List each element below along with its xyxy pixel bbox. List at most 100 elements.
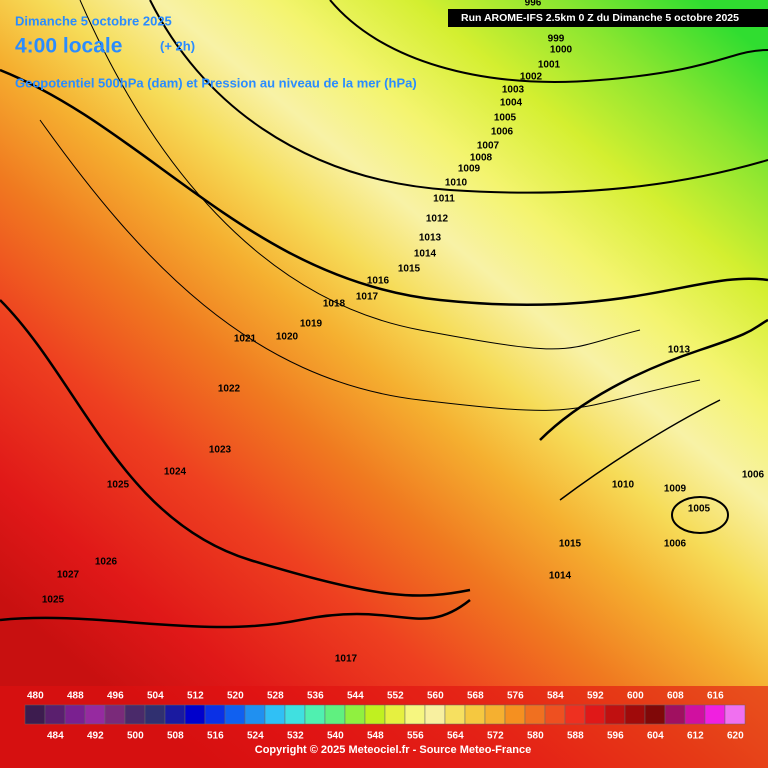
copyright: Copyright © 2025 Meteociel.fr - Source M…	[255, 744, 531, 756]
isobar-label: 1015	[398, 264, 421, 275]
scale-swatch	[684, 704, 706, 725]
scale-swatch	[504, 704, 526, 725]
isobar-label: 1017	[335, 654, 358, 665]
isobar-label: 1009	[458, 164, 481, 175]
scale-swatch	[224, 704, 246, 725]
scale-label: 576	[507, 691, 524, 702]
scale-label: 492	[87, 731, 104, 742]
scale-label: 580	[527, 731, 544, 742]
isobar-label: 996	[525, 0, 542, 9]
scale-label: 608	[667, 691, 684, 702]
isobar-label: 1019	[300, 319, 323, 330]
scale-swatch	[144, 704, 166, 725]
date: Dimanche 5 octobre 2025	[15, 13, 172, 28]
isobar-label: 1005	[494, 113, 517, 124]
scale-swatch	[464, 704, 486, 725]
offset: (+ 2h)	[160, 38, 195, 53]
scale-swatch	[124, 704, 146, 725]
scale-swatch	[244, 704, 266, 725]
scale-label: 504	[147, 691, 164, 702]
scale-label: 556	[407, 731, 424, 742]
scale-label: 500	[127, 731, 144, 742]
scale-swatch	[444, 704, 466, 725]
scale-label: 604	[647, 731, 664, 742]
isobar-label: 1023	[209, 445, 232, 456]
isobar-label: 1024	[164, 467, 187, 478]
isobar-label: 1014	[549, 571, 572, 582]
scale-label: 572	[487, 731, 504, 742]
scale-label: 536	[307, 691, 324, 702]
isobar-label: 1015	[559, 539, 582, 550]
scale-label: 540	[327, 731, 344, 742]
isobar-label: 1018	[323, 299, 346, 310]
scale-label: 480	[27, 691, 44, 702]
scale-label: 588	[567, 731, 584, 742]
isobar-label: 1021	[234, 334, 257, 345]
scale-label: 520	[227, 691, 244, 702]
scale-label: 532	[287, 731, 304, 742]
isobar-label: 1003	[502, 85, 525, 96]
isobar-label: 1017	[356, 292, 379, 303]
scale-label: 516	[207, 731, 224, 742]
isobar-label: 1013	[419, 233, 442, 244]
isobar-label: 1025	[107, 480, 130, 491]
scale-swatch	[104, 704, 126, 725]
scale-swatch	[384, 704, 406, 725]
subtitle: Geopotentiel 500hPa (dam) et Pression au…	[15, 75, 417, 90]
scale-label: 488	[67, 691, 84, 702]
scale-label: 568	[467, 691, 484, 702]
scale-swatch	[564, 704, 586, 725]
scale-label: 528	[267, 691, 284, 702]
scale-swatch	[304, 704, 326, 725]
scale-swatch	[84, 704, 106, 725]
isobar-label: 999	[548, 34, 565, 45]
isobar-label: 1010	[445, 178, 468, 189]
scale-swatch	[584, 704, 606, 725]
scale-swatch	[64, 704, 86, 725]
scale-swatch	[324, 704, 346, 725]
scale-label: 496	[107, 691, 124, 702]
scale-swatch	[524, 704, 546, 725]
isobar-label: 1020	[276, 332, 299, 343]
isobar-label: 1002	[520, 72, 543, 83]
scale-label: 524	[247, 731, 264, 742]
scale-swatch	[404, 704, 426, 725]
isobar-label: 1010	[612, 480, 635, 491]
isobar-label: 1004	[500, 98, 523, 109]
scale-swatch	[264, 704, 286, 725]
scale-label: 508	[167, 731, 184, 742]
scale-swatch	[604, 704, 626, 725]
scale-label: 620	[727, 731, 744, 742]
isobar-label: 1009	[664, 484, 687, 495]
isobar-label: 1025	[42, 595, 65, 606]
scale-label: 512	[187, 691, 204, 702]
isobar-label: 1012	[426, 214, 449, 225]
isobar-label: 1007	[477, 141, 500, 152]
scale-swatch	[664, 704, 686, 725]
scale-label: 544	[347, 691, 364, 702]
scale-label: 596	[607, 731, 624, 742]
scale-swatch	[704, 704, 726, 725]
scale-swatch	[644, 704, 666, 725]
scale-swatch	[364, 704, 386, 725]
scale-label: 560	[427, 691, 444, 702]
scale-label: 592	[587, 691, 604, 702]
scale-swatch	[344, 704, 366, 725]
scale-swatch	[284, 704, 306, 725]
scale-swatch	[544, 704, 566, 725]
isobar-label: 1008	[470, 153, 493, 164]
isobar-label: 1011	[433, 194, 455, 205]
scale-label: 564	[447, 731, 464, 742]
scale-label: 584	[547, 691, 564, 702]
scale-swatch	[184, 704, 206, 725]
scale-swatch	[484, 704, 506, 725]
isobar-label: 1001	[538, 60, 561, 71]
scale-label: 616	[707, 691, 724, 702]
isobar-label: 1000	[550, 45, 573, 56]
isobar-label: 1006	[664, 539, 687, 550]
isobar-label: 1016	[367, 276, 390, 287]
scale-swatch	[204, 704, 226, 725]
scale-label: 548	[367, 731, 384, 742]
isobar-label: 1022	[218, 384, 241, 395]
